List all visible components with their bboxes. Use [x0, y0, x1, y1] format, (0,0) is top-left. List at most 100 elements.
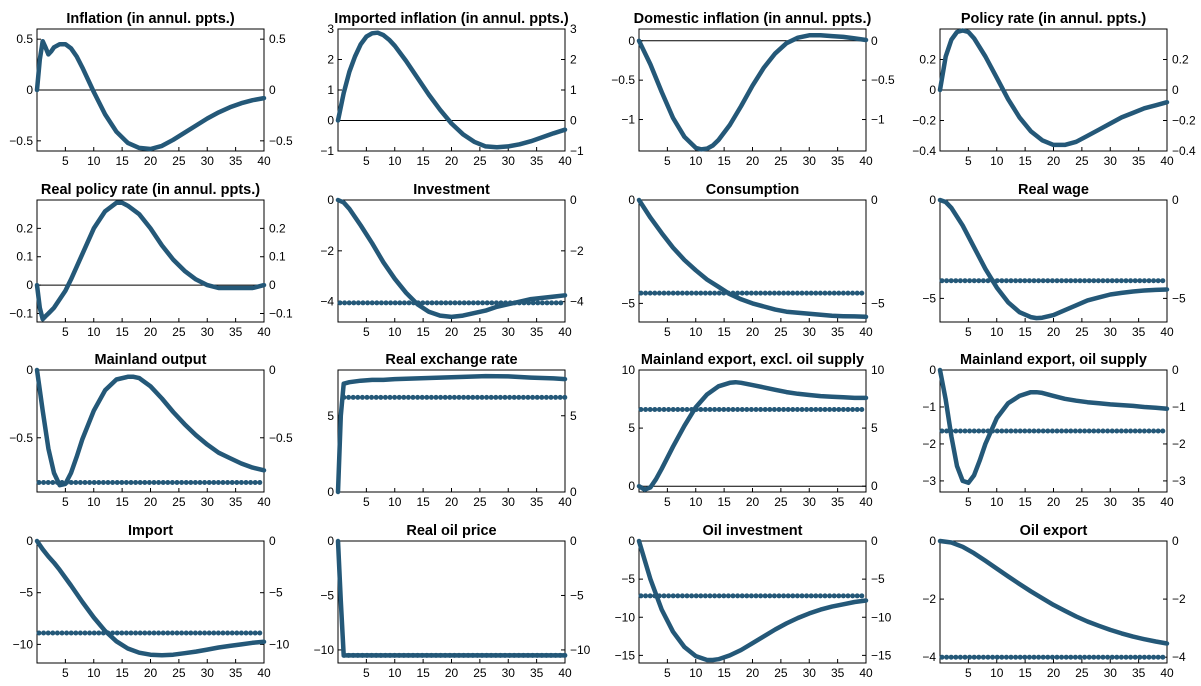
steady-state-dot: [174, 630, 180, 636]
x-tick-label: 35: [530, 154, 544, 168]
steady-state-dot: [447, 394, 453, 400]
y-tick-label-right: 2: [570, 53, 577, 67]
response-line: [636, 33, 869, 152]
y-tick-label-right: 0: [269, 363, 276, 377]
steady-state-dot: [994, 428, 1000, 434]
y-tick-label-right: 0: [1172, 534, 1179, 548]
steady-state-dot: [397, 300, 403, 306]
response-line: [636, 379, 869, 492]
panel: Mainland export, excl. oil supply 5 10 15 20…: [622, 352, 885, 509]
steady-state-dot: [744, 407, 750, 412]
steady-state-dot: [225, 630, 231, 636]
steady-state-dot: [511, 394, 517, 400]
panel-title: Mainland export, excl. oil supply: [641, 352, 864, 368]
steady-state-dot: [456, 394, 462, 400]
steady-state-dot: [465, 394, 471, 400]
x-tick-label: 25: [1075, 154, 1089, 168]
axes-box: [939, 199, 1168, 323]
steady-state-dot: [484, 300, 490, 306]
x-tick-label: 25: [473, 325, 487, 339]
steady-state-dot: [693, 593, 699, 599]
steady-state-dot: [156, 630, 162, 636]
steady-state-dot: [1036, 428, 1042, 434]
x-tick-label: 25: [1075, 325, 1089, 339]
steady-state-dot: [188, 630, 194, 636]
steady-state-dot: [543, 394, 549, 400]
steady-state-dot: [405, 652, 411, 658]
x-tick-label: 20: [445, 325, 459, 339]
steady-state-dot: [790, 407, 796, 412]
steady-state-dot: [433, 394, 439, 400]
response-line: [937, 367, 1170, 486]
steady-state-dot: [197, 480, 203, 485]
steady-state-dot: [939, 278, 945, 284]
y-tick-label-left: −4: [320, 295, 334, 309]
steady-state-dot: [767, 407, 773, 412]
steady-state-dot: [808, 593, 814, 599]
steady-state-dot: [656, 290, 662, 296]
steady-state-dot: [388, 300, 394, 306]
steady-state-dot: [151, 480, 157, 485]
steady-state-dot: [1022, 278, 1028, 284]
steady-state-dot: [840, 593, 846, 599]
steady-state-dot: [526, 300, 532, 306]
steady-state-dot: [771, 290, 777, 296]
response-line: [34, 38, 267, 152]
steady-state-dot: [257, 630, 263, 636]
steady-state-dot: [1013, 428, 1019, 434]
steady-state-dot: [1151, 428, 1157, 434]
x-tick-label: 40: [859, 666, 873, 680]
y-tick-label-left: −1: [922, 400, 936, 414]
x-tick-label: 20: [445, 154, 459, 168]
steady-state-dot: [360, 300, 366, 306]
steady-state-dot: [739, 290, 745, 296]
x-tick-label: 35: [831, 154, 845, 168]
steady-state-dot: [369, 300, 375, 306]
steady-state-dot: [479, 652, 485, 658]
x-tick-label: 20: [1047, 495, 1061, 509]
steady-state-dot: [962, 428, 968, 434]
steady-state-dot: [461, 652, 467, 658]
x-tick-label: 35: [831, 325, 845, 339]
steady-state-dot: [1141, 654, 1147, 660]
steady-state-dot: [712, 407, 718, 412]
steady-state-dot: [534, 652, 540, 658]
steady-state-dot: [493, 652, 499, 658]
steady-state-dot: [562, 652, 568, 658]
steady-state-dot: [976, 654, 982, 660]
x-tick-label: 30: [502, 325, 516, 339]
steady-state-dot: [1072, 654, 1078, 660]
steady-state-dot: [1141, 428, 1147, 434]
steady-state-dot: [776, 593, 782, 599]
y-tick-label-right: −5: [269, 586, 283, 600]
steady-state-dot: [813, 407, 819, 412]
steady-state-dot: [557, 652, 563, 658]
x-tick-label: 5: [664, 495, 671, 509]
steady-state-dot: [451, 652, 457, 658]
panel: Investment 5 10 15 20 25 30 35 40 −4 −4 −2 −2 0 0: [320, 182, 584, 339]
steady-state-dot: [1040, 654, 1046, 660]
steady-state-dot: [643, 290, 649, 296]
x-tick-label: 25: [1075, 666, 1089, 680]
y-tick-label-right: 0: [871, 193, 878, 207]
steady-state-dot: [215, 630, 221, 636]
steady-state-dot: [1072, 428, 1078, 434]
y-tick-label-right: −4: [570, 295, 584, 309]
steady-state-dot: [767, 593, 773, 599]
x-tick-label: 10: [689, 325, 703, 339]
panel-title: Real wage: [1018, 182, 1089, 198]
x-tick-label: 40: [859, 325, 873, 339]
steady-state-dot: [110, 480, 116, 485]
steady-state-dot: [1026, 428, 1032, 434]
y-tick-label-left: −5: [621, 572, 635, 586]
steady-state-dot: [493, 300, 499, 306]
steady-state-dot: [804, 407, 810, 412]
y-tick-label-left: −5: [19, 586, 33, 600]
steady-state-dot: [1114, 278, 1120, 284]
steady-state-dot: [1068, 428, 1074, 434]
steady-state-dot: [1045, 278, 1051, 284]
panel: Domestic inflation (in annul. ppts.) 5 10 1…: [611, 11, 895, 168]
steady-state-dot: [656, 407, 662, 412]
steady-state-dot: [36, 480, 42, 485]
